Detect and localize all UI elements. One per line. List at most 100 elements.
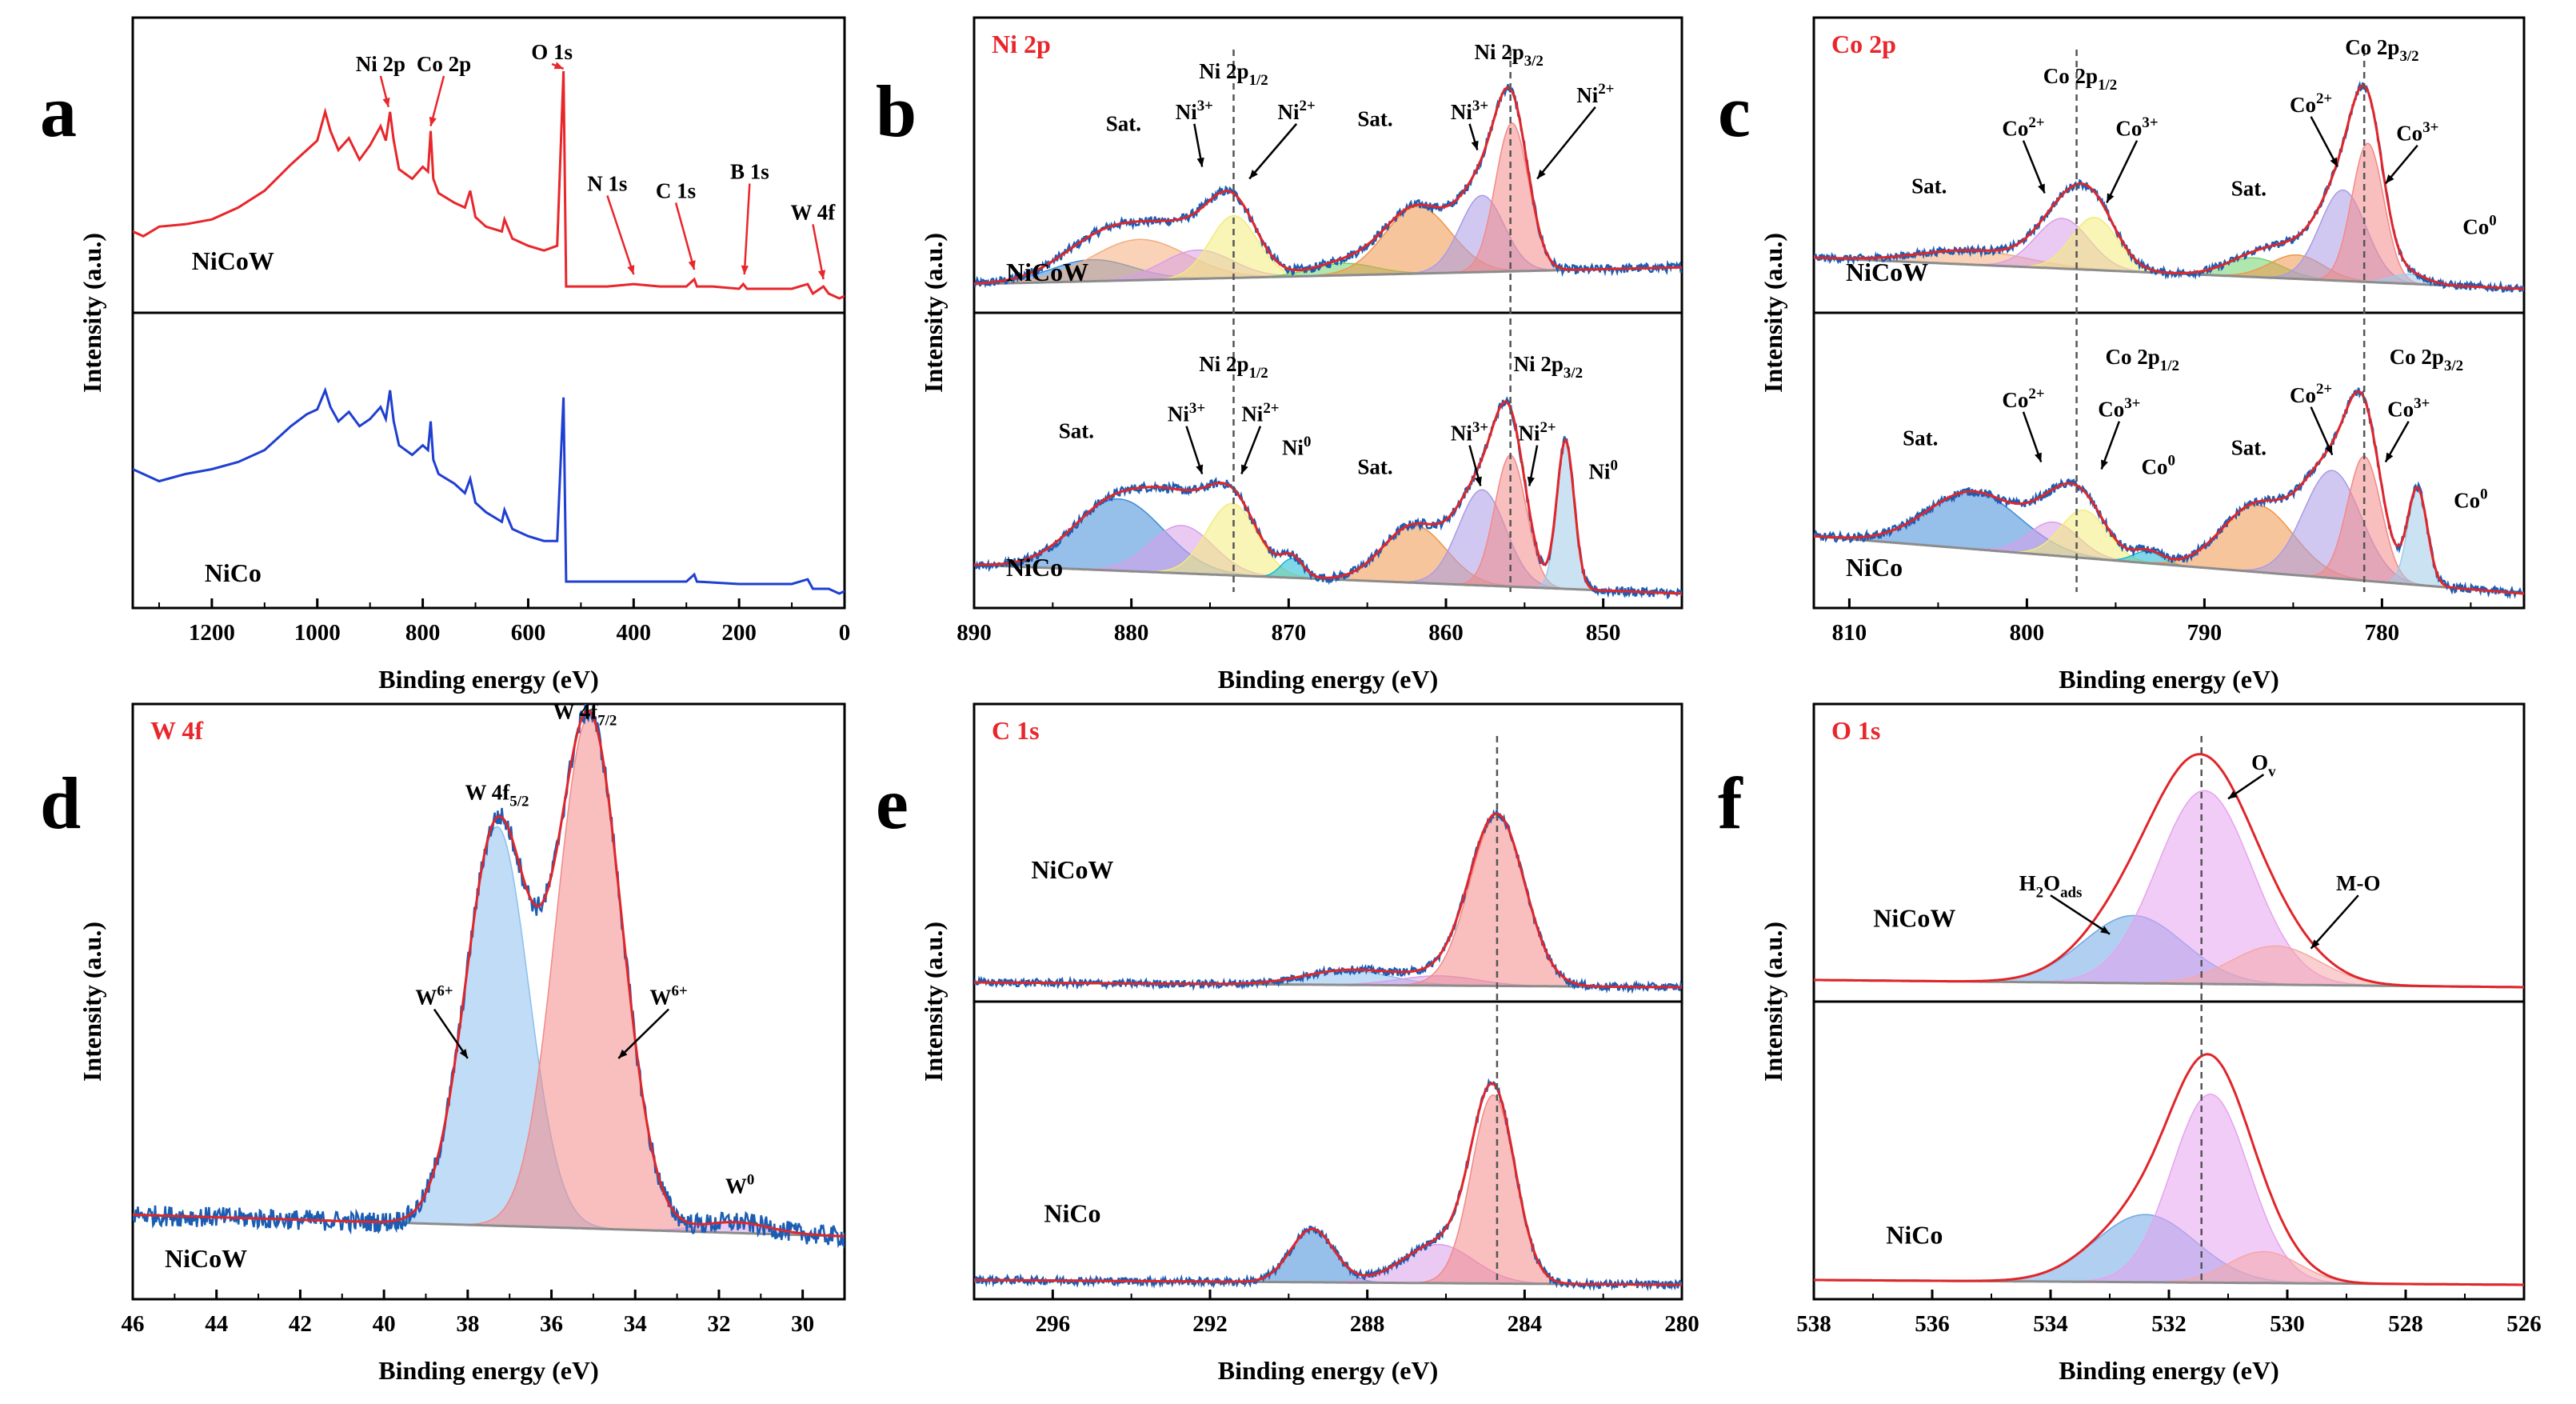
panel-c: c Co 2p 810 800 790 780 Binding energy (eV) Int… [1718,16,2526,694]
peak-annotation: Ni2+ [1241,400,1279,426]
peak-annotation: Sat. [2231,176,2266,200]
x-tick-label-a: 600 [511,620,546,646]
x-tick-label-b: 850 [1586,620,1621,646]
panel-letter-e: e [876,762,909,844]
plot-area-c [1814,50,2524,600]
x-tick-label-d: 30 [791,1311,814,1337]
spectrum-line-NiCoW [133,70,845,300]
envelope-fit-NiCo [974,400,1682,595]
envelope-fit-NiCoW [1814,753,2524,989]
peak-annotation: N 1s [587,171,627,195]
x-tick-label-a: 1200 [189,620,235,646]
annotation-arrowhead [1474,476,1482,486]
annotation-arrowhead [2385,174,2394,184]
plot-area-f [1814,736,2524,1286]
annotation-arrowhead [688,260,696,270]
peak-annotation: Co2+ [2002,114,2044,141]
sample-label-NiCoW: NiCoW [1846,258,1928,286]
panel-title-b: Ni 2p [992,30,1051,58]
peak-annotation: Sat. [1106,112,1141,136]
x-tick-label-b: 860 [1428,620,1464,646]
panel-letter-f: f [1718,762,1743,844]
annotation-arrowhead [817,270,826,280]
peak-annotation: W 4f [791,200,837,224]
peak-annotation: O 1s [531,40,573,64]
series-f-NiCoW [1814,753,2524,989]
annotation-arrow [2050,894,2111,935]
envelope-fit-NiCoW [133,709,845,1238]
x-tick-label-c: 780 [2365,620,2400,646]
series-e-NiCo [974,1078,1682,1292]
sample-label-NiCoW: NiCoW [192,246,274,275]
peak-annotation: Ni 2p3/2 [1514,352,1583,382]
x-tick-label-b: 880 [1114,620,1149,646]
peak-annotation: Co2+ [2290,381,2332,407]
spectrum-line-NiCo [133,386,845,595]
series-c-NiCoW [1814,80,2524,293]
x-axis-label-c: Binding energy (eV) [2059,665,2279,694]
x-tick-label-b: 890 [957,620,992,646]
annotation-arrowhead [1537,169,1546,179]
raw-data-NiCoW [974,809,1682,994]
y-axis-label-f: Intensity (a.u.) [1759,922,1787,1082]
sample-label-NiCo: NiCo [1006,553,1063,582]
peak-annotation: H2Oads [2019,871,2083,901]
sample-label-NiCo: NiCo [1044,1198,1100,1227]
panel-d: d W 4f 46 44 42 40 38 36 34 32 30 Binding energy (e… [40,699,846,1385]
panel-a: a 1200 1000 800 600 400 200 0 Binding energy (eV… [40,16,850,694]
annotation-arrowhead [2228,790,2238,799]
series-d-NiCoW [133,704,845,1249]
x-tick-label-b: 870 [1272,620,1307,646]
y-axis-label-d: Intensity (a.u.) [78,922,106,1082]
peak-annotation: Ni 2p1/2 [1199,59,1268,89]
peak-annotation: B 1s [730,160,769,184]
peak-annotation: C 1s [656,178,696,202]
peak-annotation: Co2+ [2002,386,2044,412]
sample-label-NiCo: NiCo [1846,553,1903,582]
x-tick-label-a: 400 [617,620,652,646]
annotation-arrow [674,202,696,270]
peak-annotation: Co0 [2462,212,2496,238]
annotation-arrow [1248,122,1298,180]
peak-annotation: Co3+ [2387,395,2430,422]
x-tick-label-f: 534 [2033,1311,2068,1337]
envelope-fit-NiCo [974,1082,1682,1286]
x-tick-label-a: 1000 [294,620,341,646]
x-tick-label-c: 800 [2010,620,2045,646]
annotation-arrowhead [741,265,749,275]
x-tick-label-e: 296 [1036,1311,1071,1337]
annotation-arrowhead [2310,939,2320,949]
peak-annotation: Ni 2p1/2 [1199,352,1268,382]
peak-annotation: W6+ [415,983,453,1010]
panel-title-f: O 1s [1831,716,1880,745]
x-tick-label-e: 284 [1508,1311,1543,1337]
fit-component-e-2 [974,816,1682,988]
peak-annotation: Co 2p3/2 [2345,35,2418,65]
series-e-NiCoW [974,809,1682,994]
x-tick-label-d: 38 [456,1311,479,1337]
x-axis-label-a: Binding energy (eV) [378,665,599,694]
envelope-fit-NiCo [1814,390,2524,595]
panel-letter-a: a [40,70,77,152]
series-c-NiCo [1814,387,2524,600]
x-tick-label-d: 46 [122,1311,145,1337]
annotation-arrow [2310,894,2359,950]
annotation-arrowhead [2330,157,2338,167]
sample-label-NiCo: NiCo [1886,1221,1943,1250]
annotation-arrow [433,1008,469,1059]
peak-annotation: Co 2p1/2 [2043,64,2117,94]
peak-annotation: Co3+ [2115,114,2158,141]
peak-annotation: W0 [725,1172,754,1198]
x-tick-label-f: 536 [1915,1311,1950,1337]
annotation-arrowhead [1241,464,1248,474]
x-tick-label-d: 36 [540,1311,563,1337]
annotation-arrow [1536,106,1596,180]
plot-frame-d [131,702,846,1301]
peak-annotation: Ni3+ [1451,98,1488,124]
fit-component-f-1 [1814,1094,2524,1286]
series-a-NiCo [133,386,845,595]
annotation-arrowhead [2035,452,2042,462]
sample-label-NiCoW: NiCoW [1031,855,1113,884]
annotation-arrow [2310,116,2339,168]
panel-title-e: C 1s [992,716,1040,745]
